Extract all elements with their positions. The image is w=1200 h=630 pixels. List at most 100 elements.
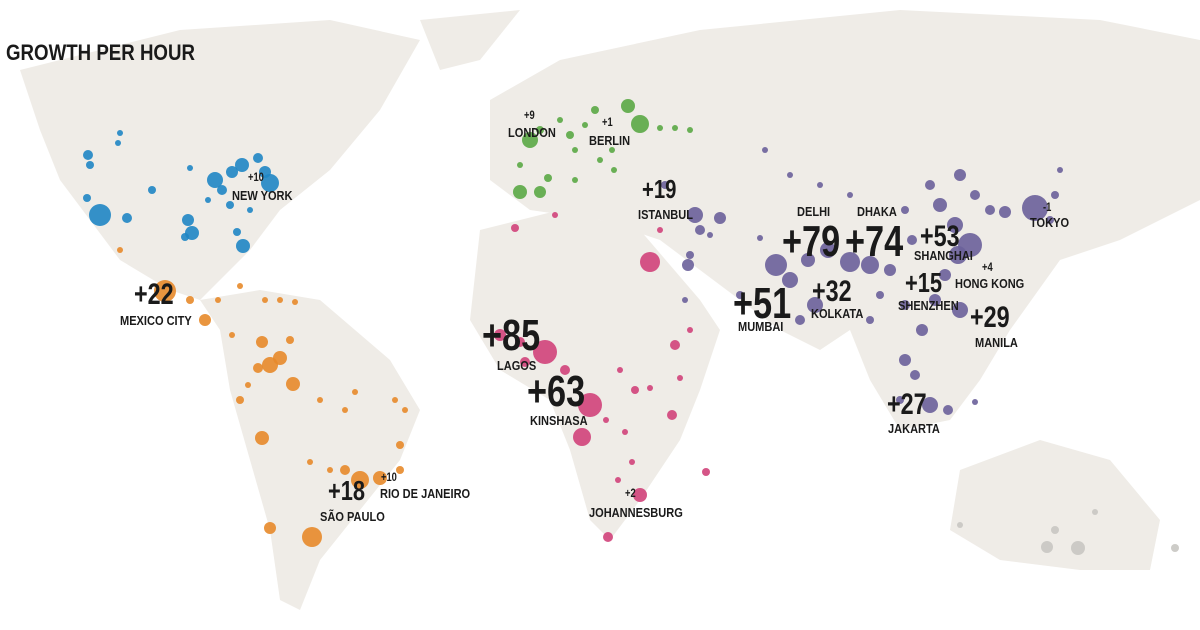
city-bubble	[533, 340, 557, 364]
city-bubbles	[83, 99, 1179, 555]
city-name: DHAKA	[857, 204, 897, 219]
city-bubble	[686, 251, 694, 259]
city-bubble	[226, 201, 234, 209]
city-bubble	[148, 186, 156, 194]
city-name: MUMBAI	[738, 319, 783, 334]
city-bubble	[817, 182, 823, 188]
city-bubble	[552, 212, 558, 218]
city-bubble	[611, 167, 617, 173]
city-bubble	[262, 297, 268, 303]
city-bubble	[261, 174, 279, 192]
city-growth: +15	[905, 267, 942, 298]
city-name: JOHANNESBURG	[589, 505, 683, 520]
city-bubble	[757, 235, 763, 241]
city-bubble	[582, 122, 588, 128]
city-bubble	[657, 227, 663, 233]
city-growth: +10	[248, 171, 264, 184]
city-bubble	[876, 291, 884, 299]
city-bubble	[536, 126, 544, 134]
city-bubble	[229, 332, 235, 338]
city-bubble	[402, 407, 408, 413]
city-growth: +4	[982, 261, 993, 274]
city-bubble	[494, 329, 506, 341]
city-name: RIO DE JANEIRO	[380, 486, 470, 501]
city-bubble	[520, 357, 530, 367]
city-bubble	[513, 185, 527, 199]
city-name: ISTANBUL	[638, 207, 693, 222]
city-bubble	[615, 477, 621, 483]
city-bubble	[631, 115, 649, 133]
city-bubble	[1071, 541, 1085, 555]
city-bubble	[985, 205, 995, 215]
city-bubble	[207, 172, 223, 188]
city-bubble	[235, 158, 249, 172]
city-growth: +32	[812, 274, 852, 307]
city-bubble	[1041, 541, 1053, 553]
city-bubble	[670, 340, 680, 350]
city-bubble	[847, 192, 853, 198]
city-growth: +85	[482, 311, 540, 360]
city-bubble	[687, 327, 693, 333]
city-bubble	[901, 206, 909, 214]
city-name: LAGOS	[497, 358, 536, 373]
city-bubble	[572, 177, 578, 183]
city-bubble	[1092, 509, 1098, 515]
city-bubble	[695, 225, 705, 235]
city-bubble	[327, 467, 333, 473]
city-growth: +18	[328, 475, 365, 506]
city-bubble	[647, 385, 653, 391]
city-bubble	[253, 363, 263, 373]
city-bubble	[122, 213, 132, 223]
city-bubble	[687, 127, 693, 133]
city-bubble	[307, 459, 313, 465]
city-bubble	[795, 315, 805, 325]
city-bubble	[256, 336, 268, 348]
city-bubble	[629, 459, 635, 465]
city-bubble	[702, 468, 710, 476]
city-bubble	[286, 377, 300, 391]
city-bubble	[187, 165, 193, 171]
city-bubble	[89, 204, 111, 226]
city-bubble	[970, 190, 980, 200]
city-bubble	[277, 297, 283, 303]
city-bubble	[952, 302, 968, 318]
city-bubble	[597, 157, 603, 163]
city-bubble	[631, 386, 639, 394]
city-bubble	[117, 247, 123, 253]
city-bubble	[640, 252, 660, 272]
city-bubble	[340, 465, 350, 475]
city-bubble	[801, 253, 815, 267]
city-bubble	[896, 396, 904, 404]
city-bubble	[807, 297, 823, 313]
city-growth: +29	[970, 300, 1010, 333]
city-bubble	[609, 147, 615, 153]
city-bubble	[907, 235, 917, 245]
city-bubble	[233, 228, 241, 236]
city-growth: +19	[642, 175, 676, 204]
city-bubble	[560, 365, 570, 375]
city-bubble	[900, 300, 910, 310]
city-bubble	[916, 324, 928, 336]
city-bubble	[154, 280, 176, 302]
land	[20, 10, 1200, 610]
city-bubble	[317, 397, 323, 403]
city-bubble	[186, 296, 194, 304]
city-bubble	[682, 259, 694, 271]
city-growth: +2	[625, 487, 636, 500]
city-bubble	[866, 316, 874, 324]
city-bubble	[373, 471, 387, 485]
city-bubble	[929, 294, 941, 306]
city-bubble	[522, 132, 538, 148]
city-name: SÃO PAULO	[320, 508, 385, 524]
city-bubble	[236, 239, 250, 253]
city-name: LONDON	[508, 125, 556, 140]
labels: +10 NEW YORK +9 LONDON +1 BERLIN +19 ISTANBUL +2…	[120, 109, 1069, 524]
city-bubble	[657, 125, 663, 131]
city-bubble	[782, 272, 798, 288]
city-bubble	[682, 297, 688, 303]
city-name: TOKYO	[1030, 215, 1069, 230]
city-bubble	[603, 532, 613, 542]
city-bubble	[765, 254, 787, 276]
city-bubble	[1022, 195, 1048, 221]
